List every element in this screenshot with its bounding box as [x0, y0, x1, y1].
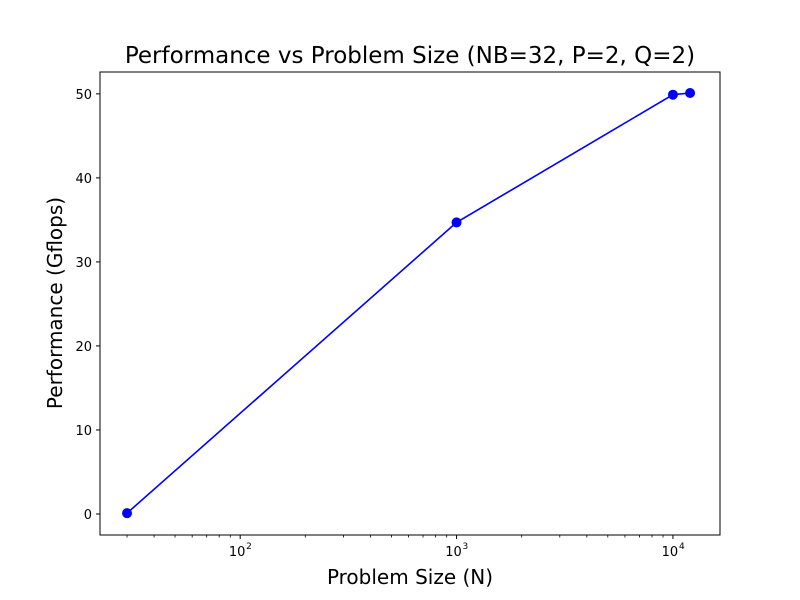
data-point — [667, 89, 678, 100]
y-tick-label: 10 — [75, 424, 92, 439]
y-axis-ticks: 0 10 20 30 40 50 — [75, 88, 100, 523]
x-tick-exponent: 2 — [246, 542, 252, 552]
x-tick-exponent: 3 — [463, 542, 469, 552]
y-tick-label: 50 — [75, 88, 92, 103]
series-line — [126, 92, 691, 514]
y-tick-label: 40 — [75, 172, 92, 187]
series-layer — [122, 88, 696, 519]
data-point — [451, 217, 462, 228]
y-axis-label: Performance (Gflops) — [43, 197, 67, 409]
x-axis-ticks: 10 2 10 3 10 4 — [126, 535, 685, 560]
data-point — [685, 88, 696, 99]
y-tick-label: 0 — [84, 508, 92, 523]
y-tick-label: 30 — [75, 256, 92, 271]
chart-title: Performance vs Problem Size (NB=32, P=2,… — [125, 43, 695, 69]
data-point — [122, 508, 133, 519]
x-tick-label: 10 — [662, 545, 679, 560]
x-tick-exponent: 4 — [679, 542, 685, 552]
x-axis-label: Problem Size (N) — [327, 565, 493, 589]
axes-frame — [99, 71, 721, 536]
x-tick-label: 10 — [445, 545, 462, 560]
y-tick-label: 20 — [75, 340, 92, 355]
x-tick-label: 10 — [229, 545, 246, 560]
